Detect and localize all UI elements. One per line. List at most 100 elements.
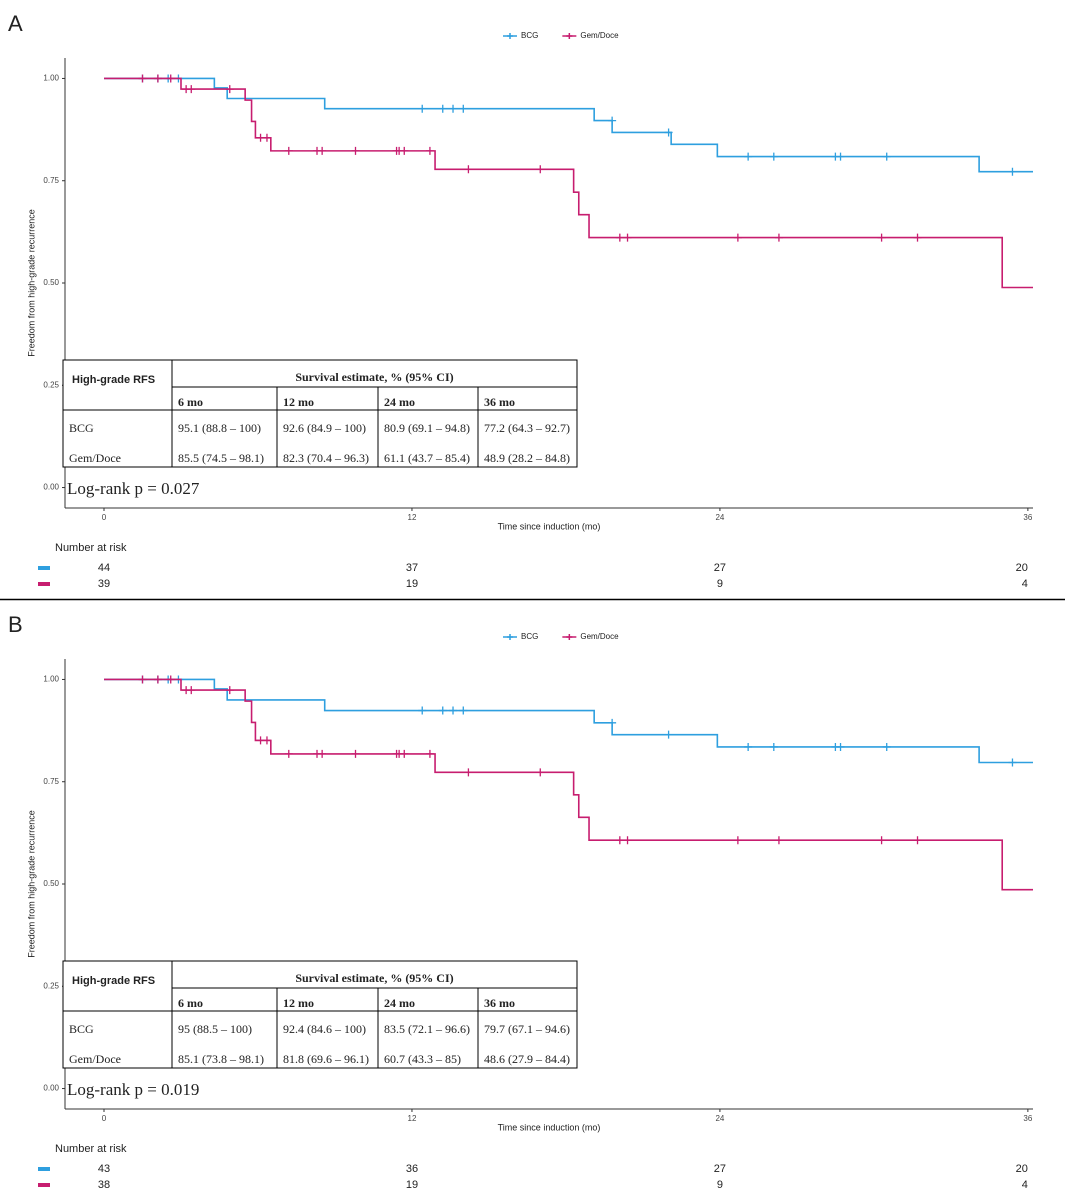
- table-cell: 95.1 (88.8 – 100): [178, 421, 261, 435]
- censor-mark: [187, 686, 196, 695]
- censor-mark: [449, 706, 458, 715]
- table-cell: 48.9 (28.2 – 84.8): [484, 451, 570, 465]
- censor-mark: [913, 233, 922, 242]
- censor-mark: [166, 74, 175, 83]
- censor-mark: [774, 836, 783, 845]
- risk-count: 4: [1022, 578, 1028, 590]
- censor-mark: [262, 736, 271, 745]
- table-cell: 80.9 (69.1 – 94.8): [384, 421, 470, 435]
- censor-mark: [774, 233, 783, 242]
- censor-mark: [769, 152, 778, 161]
- table-cell: BCG: [69, 421, 94, 435]
- censor-mark: [744, 742, 753, 751]
- censor-mark: [449, 104, 458, 113]
- censor-mark: [225, 686, 234, 695]
- risk-title: Number at risk: [55, 542, 127, 554]
- y-tick-label: 1.00: [43, 675, 59, 684]
- censor-mark: [733, 233, 742, 242]
- table-cell: 82.3 (70.4 – 96.3): [283, 451, 369, 465]
- y-tick-label: 0.00: [43, 1084, 59, 1093]
- x-axis-title: Time since induction (mo): [498, 521, 601, 531]
- risk-count: 37: [406, 562, 418, 574]
- risk-count: 9: [717, 1179, 723, 1191]
- table-column: 6 mo: [178, 395, 203, 409]
- censor-mark: [1008, 167, 1017, 176]
- y-tick-label: 0.25: [43, 981, 59, 990]
- y-tick-label: 1.00: [43, 74, 59, 83]
- table-header: Survival estimate, % (95% CI): [295, 971, 453, 985]
- censor-mark: [284, 146, 293, 155]
- table-cell: Gem/Doce: [69, 451, 121, 465]
- table-column: 36 mo: [484, 395, 515, 409]
- y-tick-label: 0.00: [43, 483, 59, 492]
- table-cell: 85.5 (74.5 – 98.1): [178, 451, 264, 465]
- table-column: 36 mo: [484, 996, 515, 1010]
- censor-mark: [284, 749, 293, 758]
- censor-mark: [877, 233, 886, 242]
- risk-count: 20: [1016, 562, 1028, 574]
- censor-mark: [608, 116, 617, 125]
- censor-mark: [664, 730, 673, 739]
- censor-mark: [153, 74, 162, 83]
- legend-label: Gem/Doce: [580, 632, 619, 641]
- censor-mark: [459, 706, 468, 715]
- table-cell: 81.8 (69.6 – 96.1): [283, 1052, 369, 1066]
- survival-curve: [104, 77, 1033, 289]
- table-cell: 79.7 (67.1 – 94.6): [484, 1022, 570, 1036]
- table-cell: 95 (88.5 – 100): [178, 1022, 252, 1036]
- censor-mark: [464, 768, 473, 777]
- y-tick-label: 0.75: [43, 777, 59, 786]
- censor-mark: [733, 836, 742, 845]
- y-tick-label: 0.50: [43, 278, 59, 287]
- y-axis-title: Freedom from high-grade recurrence: [26, 810, 36, 958]
- x-tick-label: 0: [102, 1114, 107, 1123]
- risk-count: 19: [406, 578, 418, 590]
- y-axis-title: Freedom from high-grade recurrence: [26, 209, 36, 357]
- censor-mark: [882, 742, 891, 751]
- censor-mark: [138, 675, 147, 684]
- censor-mark: [608, 718, 617, 727]
- censor-mark: [882, 152, 891, 161]
- censor-mark: [418, 104, 427, 113]
- table-cell: 61.1 (43.7 – 85.4): [384, 451, 470, 465]
- censor-mark: [225, 85, 234, 94]
- panel: A BCG Gem/Doce 0.00 0.25 0.50 0.75 1.00 0 12 24 36 T…: [8, 11, 1033, 590]
- risk-count: 27: [714, 1163, 726, 1175]
- legend-label: BCG: [521, 31, 538, 40]
- table-cell: 92.4 (84.6 – 100): [283, 1022, 366, 1036]
- censor-mark: [1008, 758, 1017, 767]
- censor-mark: [623, 836, 632, 845]
- censor-mark: [664, 128, 673, 137]
- legend-label: Gem/Doce: [580, 31, 619, 40]
- table-cell: 60.7 (43.3 – 85): [384, 1052, 461, 1066]
- censor-mark: [400, 146, 409, 155]
- annotation: Log-rank p = 0.027: [67, 479, 200, 498]
- legend-marker: [566, 33, 573, 39]
- censor-mark: [166, 675, 175, 684]
- risk-count: 36: [406, 1163, 418, 1175]
- table-column: 24 mo: [384, 395, 415, 409]
- legend-label: BCG: [521, 632, 538, 641]
- censor-mark: [769, 742, 778, 751]
- table-corner: High-grade RFS: [72, 975, 155, 987]
- censor-mark: [615, 233, 624, 242]
- censor-mark: [877, 836, 886, 845]
- panel: B BCG Gem/Doce 0.00 0.25 0.50 0.75 1.00 0 12 24 36 T…: [8, 612, 1033, 1191]
- survival-curve: [104, 77, 1033, 173]
- legend-marker: [566, 634, 573, 640]
- risk-count: 38: [98, 1179, 110, 1191]
- risk-count: 43: [98, 1163, 110, 1175]
- censor-mark: [464, 165, 473, 174]
- table-bg: [62, 960, 578, 1069]
- table-cell: 85.1 (73.8 – 98.1): [178, 1052, 264, 1066]
- table-cell: BCG: [69, 1022, 94, 1036]
- censor-mark: [262, 133, 271, 142]
- x-tick-label: 24: [715, 513, 724, 522]
- table-column: 12 mo: [283, 996, 314, 1010]
- censor-mark: [744, 152, 753, 161]
- x-tick-label: 0: [102, 513, 107, 522]
- censor-mark: [187, 85, 196, 94]
- censor-mark: [138, 74, 147, 83]
- survival-curve: [104, 678, 1033, 764]
- table-column: 24 mo: [384, 996, 415, 1010]
